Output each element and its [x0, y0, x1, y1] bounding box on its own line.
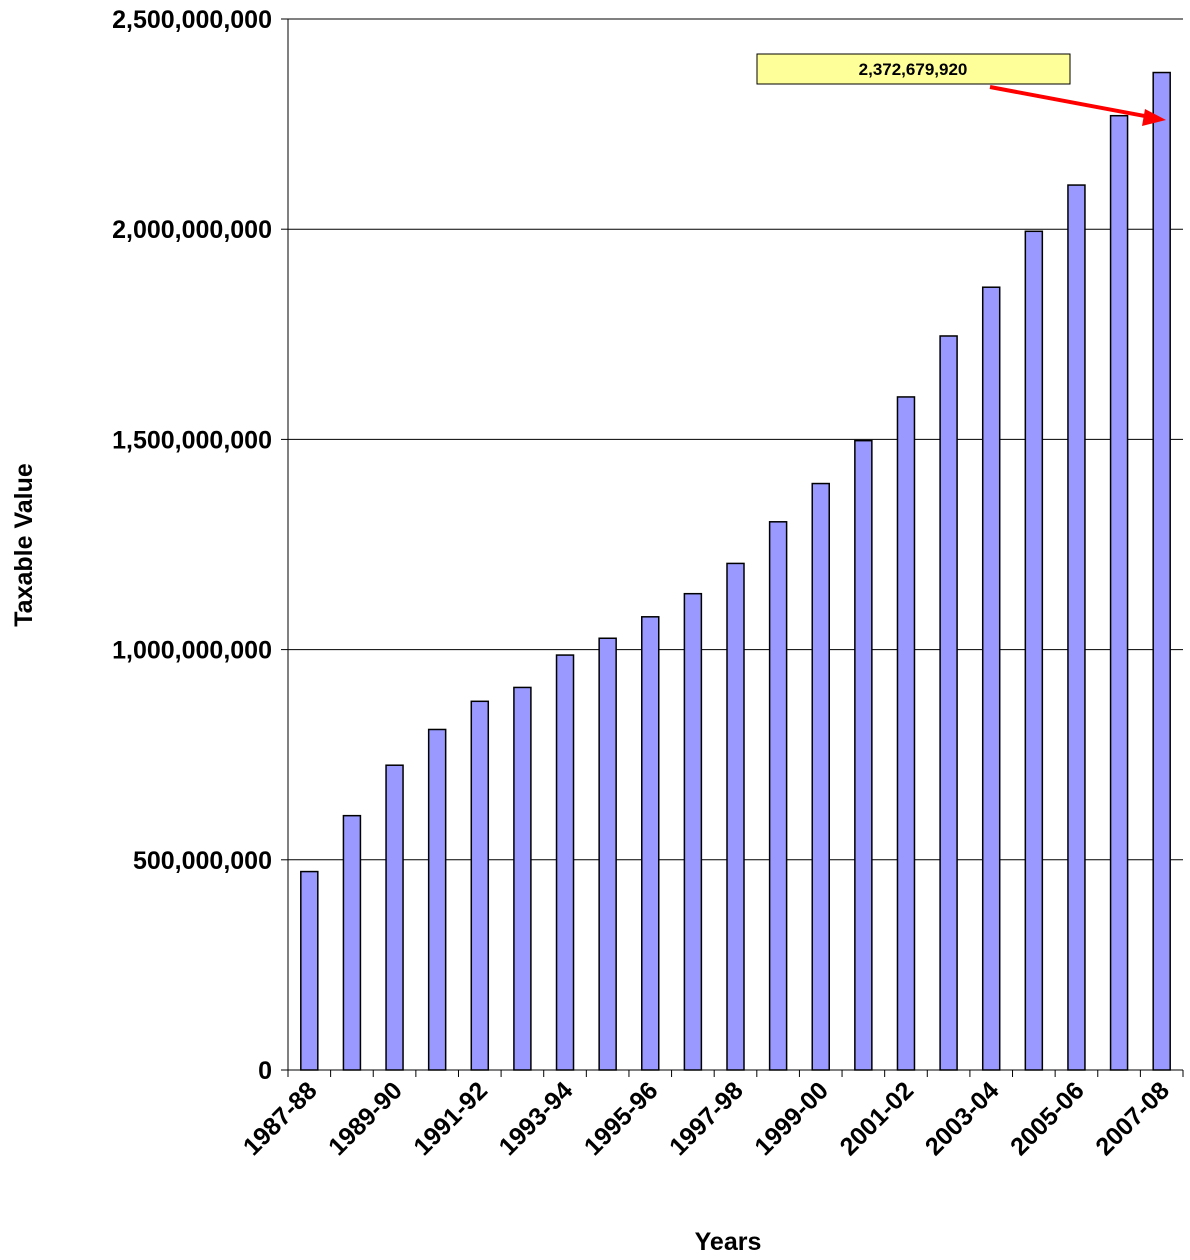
bar-1990-91: [427, 728, 447, 1071]
x-tick-label: 1997-98: [664, 1076, 749, 1161]
bar-1988-89: [342, 814, 362, 1071]
bar-1992-93: [513, 686, 532, 1071]
bar-2003-04: [981, 286, 1001, 1071]
bar-1999-00: [811, 482, 830, 1071]
bar-1987-88: [300, 870, 319, 1071]
bar-2004-05: [1024, 230, 1044, 1071]
bar-1993-94: [555, 654, 575, 1071]
bars: [300, 71, 1171, 1071]
y-tick-label: 2,000,000,000: [112, 216, 272, 244]
y-tick-label: 1,500,000,000: [112, 426, 272, 454]
callout-arrow-line: [989, 85, 1151, 119]
x-tick-label: 2005-06: [1005, 1076, 1090, 1161]
callout-arrow-head: [1142, 109, 1166, 126]
callout-box: [756, 53, 1071, 85]
bar-2005-06: [1067, 184, 1086, 1071]
y-axis-title: Taxable Value: [10, 463, 38, 627]
value-callout: 2,372,679,920: [756, 53, 1166, 126]
bar-1989-90: [385, 764, 404, 1071]
bar-1998-99: [768, 521, 788, 1071]
bar-1996-97: [683, 592, 703, 1071]
bar-1997-98: [726, 562, 745, 1071]
x-tick-label: 1993-94: [494, 1076, 579, 1161]
bar-1995-96: [641, 616, 660, 1071]
x-tick-label: 1995-96: [579, 1076, 664, 1161]
y-tick-label: 500,000,000: [133, 847, 272, 875]
bar-2000-01: [854, 439, 873, 1071]
axes: [287, 19, 1183, 1071]
x-tick-label: 2003-04: [920, 1076, 1005, 1161]
x-axis-title: Years: [695, 1228, 762, 1256]
y-axis-ticks: 0 500,000,000 1,000,000,000 1,500,000,000 2,…: [112, 6, 288, 1085]
x-tick-label: 1991-92: [408, 1076, 493, 1161]
bar-2002-03: [939, 335, 958, 1071]
bar-2001-02: [896, 396, 916, 1071]
x-tick-label: 1987-88: [238, 1076, 323, 1161]
x-axis-ticks: 1987-88 1989-90 1991-92 1993-94 1995-96 1997-…: [238, 1070, 1184, 1161]
x-tick-label: 2001-02: [835, 1076, 920, 1161]
x-tick-label: 1989-90: [323, 1076, 408, 1161]
bar-2006-07: [1109, 114, 1129, 1071]
y-tick-label: 2,500,000,000: [112, 6, 272, 34]
bar-1991-92: [470, 700, 490, 1071]
x-tick-label: 2007-08: [1090, 1076, 1175, 1161]
bar-1994-95: [598, 637, 617, 1071]
y-tick-label: 0: [258, 1057, 272, 1085]
callout-label: 2,372,679,920: [859, 60, 968, 79]
y-tick-label: 1,000,000,000: [112, 637, 272, 665]
bar-2007-08: [1152, 71, 1171, 1071]
x-tick-label: 1999-00: [749, 1076, 834, 1161]
